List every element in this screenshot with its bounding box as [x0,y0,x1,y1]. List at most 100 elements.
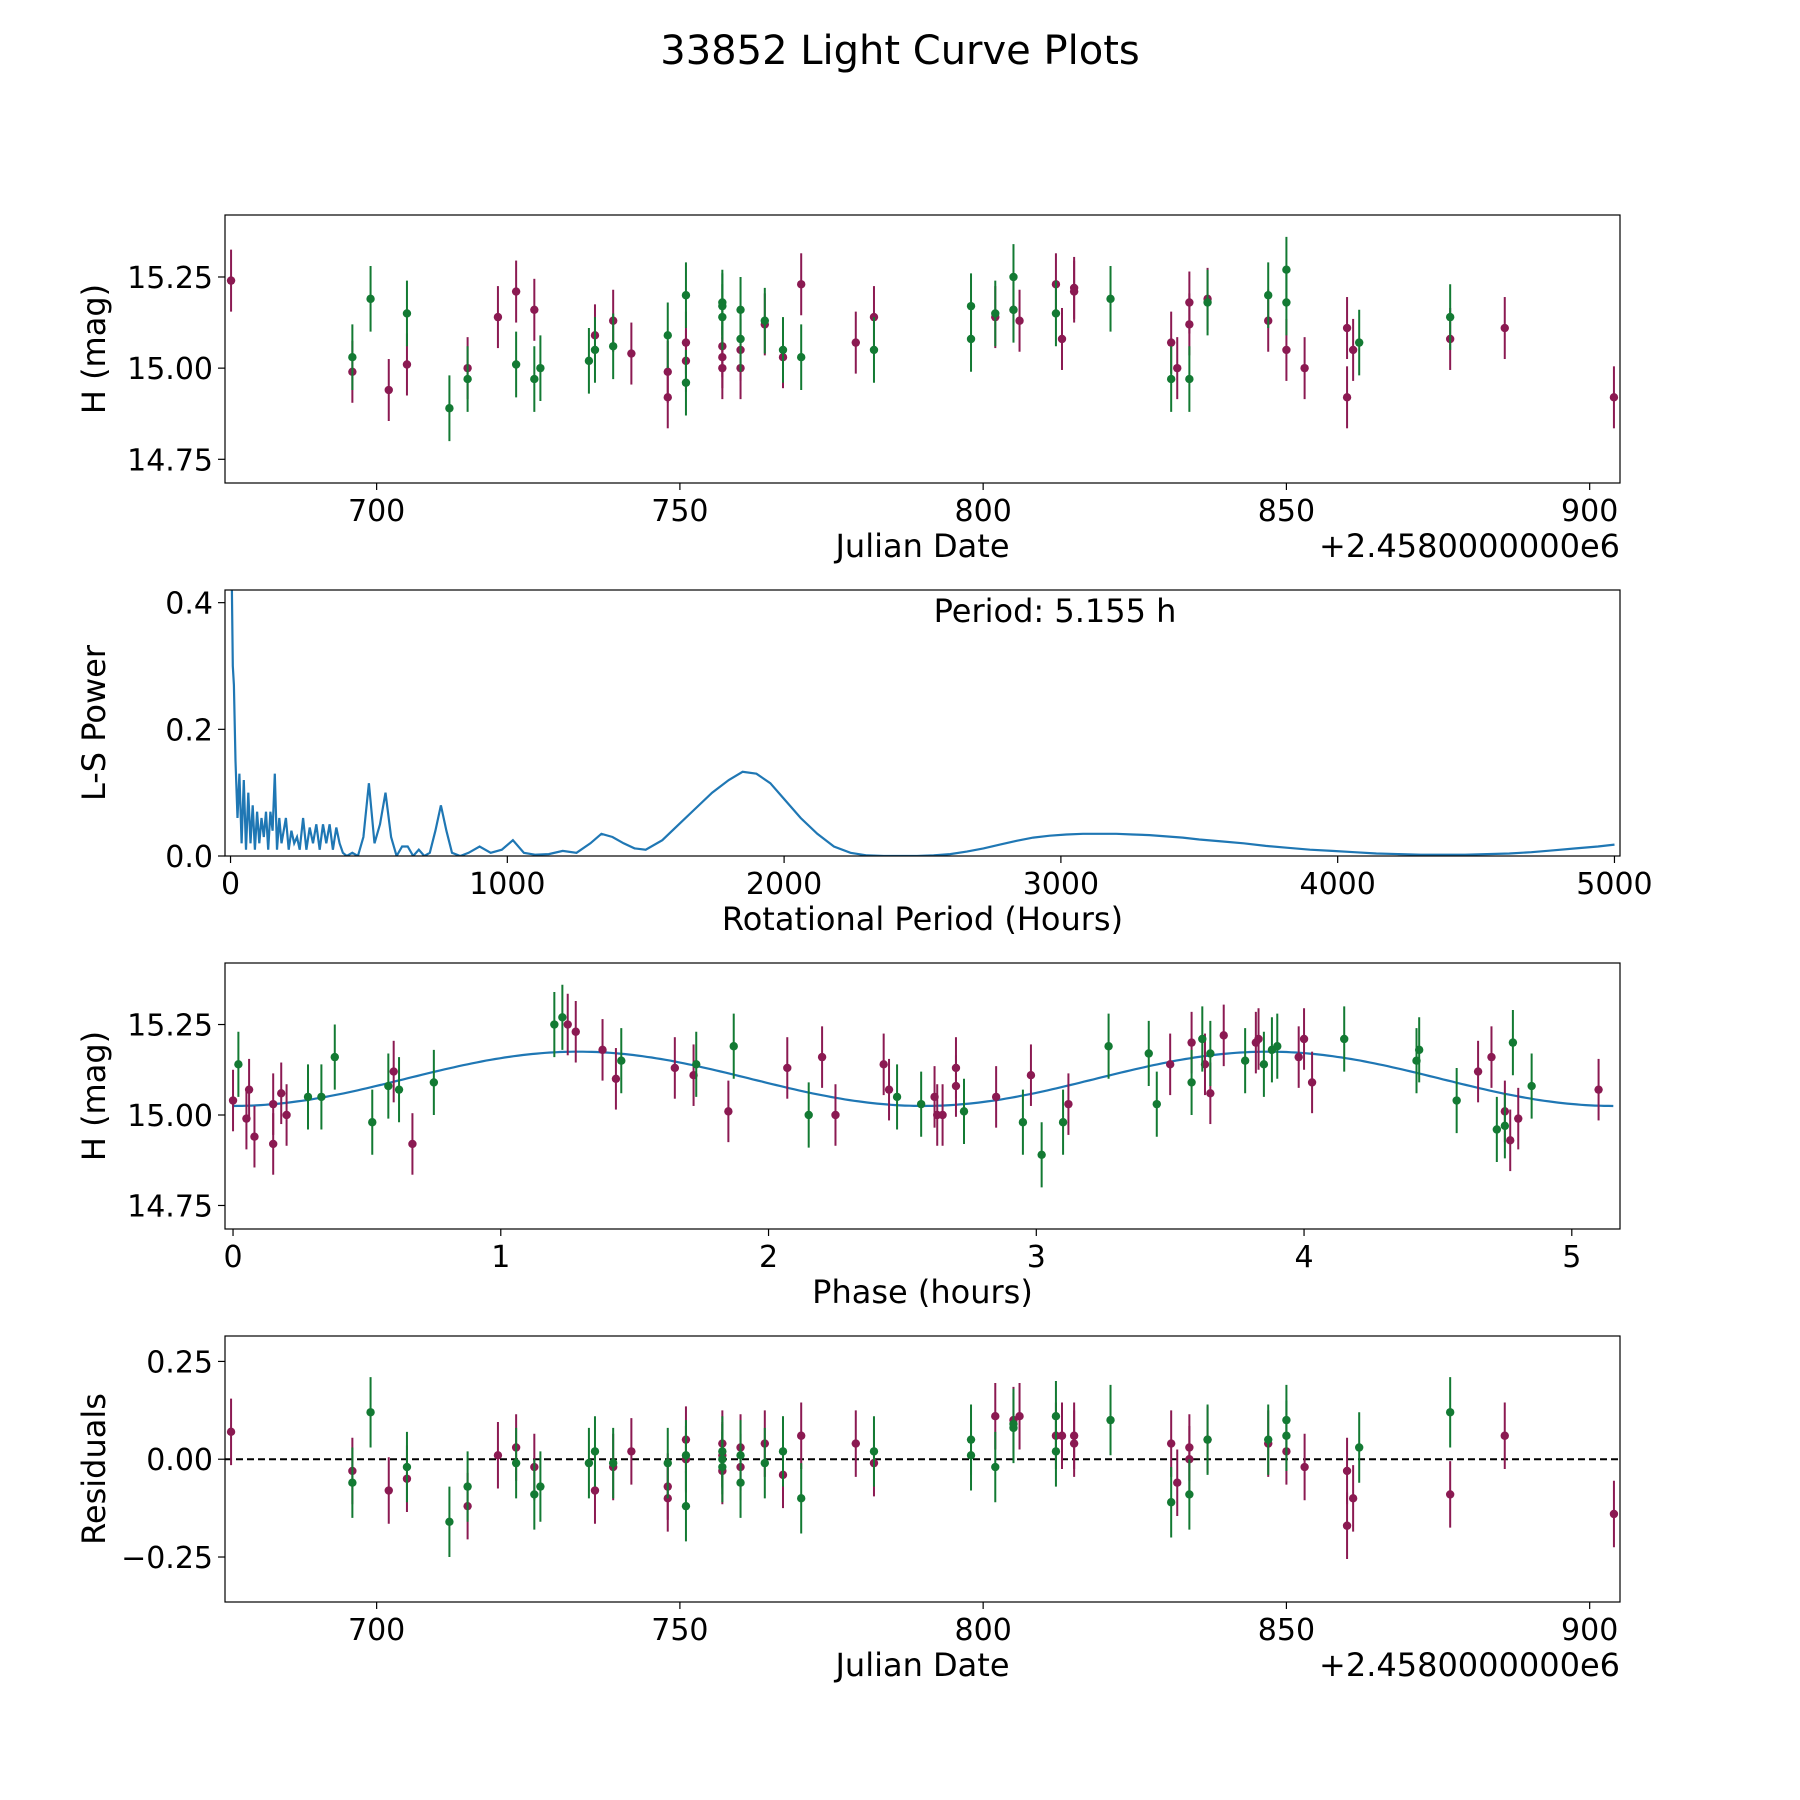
data-point [681,291,691,300]
data-point [991,309,1000,318]
data-point [1487,1052,1496,1062]
y-tick-label: 15.25 [127,261,213,296]
data-point [1166,1439,1176,1448]
y-axis-label: Residuals [75,1393,113,1545]
panels: 700 750 800 850 900 14.75 15.00 15.25 Julian Dat… [75,214,1653,1684]
y-tick-label: 0.4 [165,587,213,622]
data-point [402,1462,412,1472]
data-point [1282,345,1291,355]
data-point [608,342,618,351]
data-point [966,301,976,311]
periodogram-line [230,590,1615,856]
data-point [1187,1078,1196,1087]
data-point [1185,298,1194,307]
data-point [796,1431,806,1440]
y-tick-label: 0.0 [165,840,213,875]
data-point [663,367,672,376]
data-point [959,1107,969,1116]
data-point [536,363,545,373]
y-axis-label: H (mag) [75,284,113,414]
x-tick-label: 800 [955,494,1012,529]
data-point [511,287,521,296]
data-point [366,294,375,304]
data-point [804,1110,813,1120]
data-point [1445,312,1455,322]
panel-1: 700 750 800 850 900 14.75 15.00 15.25 Julian Dat… [75,214,1621,565]
data-point [1348,1494,1358,1503]
data-point [234,1060,243,1069]
data-point [244,1085,254,1094]
data-point [869,345,879,355]
x-tick-label: 3000 [1023,867,1099,902]
data-point [1299,1034,1309,1044]
figure-title: 33852 Light Curve Plots [660,28,1139,74]
data-point [384,1486,393,1495]
x-tick-label: 4000 [1299,867,1375,902]
data-point [778,345,788,355]
x-tick-label: 900 [1561,1613,1618,1648]
data-point [1342,323,1352,333]
data-point [584,1458,594,1468]
data-point [718,1462,727,1472]
data-point [1500,1431,1509,1440]
data-point [663,1458,672,1468]
y-axis-label: H (mag) [75,1031,113,1161]
panel-4: 700 750 800 850 900 −0.25 0.00 0.25 Julian Date R… [75,1335,1621,1684]
data-point [384,1081,393,1091]
data-point [550,1020,559,1029]
y-tick-label: 0.00 [146,1443,213,1478]
data-point [1264,1435,1273,1444]
data-point [317,1092,326,1102]
data-point [250,1132,259,1141]
data-point [663,331,672,340]
x-tick-label: 5000 [1576,867,1652,902]
data-point [536,1482,545,1491]
data-point [617,1056,626,1065]
data-point [1069,1439,1079,1448]
data-point [1342,393,1352,402]
data-point [1037,1150,1046,1160]
data-point [608,1458,618,1468]
y-tick-label: 14.75 [127,1189,213,1224]
data-point [611,1074,621,1084]
panel-data [225,1377,1620,1559]
data-point [571,1027,580,1036]
y-tick-label: 15.25 [127,1009,213,1044]
data-point [627,349,636,358]
data-point [511,360,521,369]
data-point [1015,1411,1024,1421]
data-point [268,1139,278,1149]
x-tick-label: 750 [651,1613,708,1648]
data-point [1185,1443,1194,1452]
data-point [1294,1052,1303,1062]
data-point [938,1110,947,1120]
data-point [558,1013,567,1022]
data-point [282,1110,291,1120]
data-point [1051,1447,1061,1456]
data-point [1273,1042,1282,1051]
data-point [1018,1118,1028,1127]
data-point [429,1078,439,1087]
data-point [1015,316,1024,325]
data-point [445,404,454,413]
x-tick-label: 0 [221,867,240,902]
axes-frame [224,214,1621,484]
data-point [627,1447,636,1456]
data-point [796,1494,806,1503]
data-point [530,374,539,384]
x-tick-label: 850 [1258,1613,1315,1648]
x-tick-label: 700 [348,494,405,529]
data-point [681,378,691,387]
data-point [1506,1136,1515,1145]
data-point [1185,1490,1194,1499]
data-point [851,1439,860,1448]
data-point [1206,1089,1215,1098]
y-tick-label: 0.25 [146,1345,213,1380]
data-point [1300,363,1309,373]
data-point [1452,1096,1461,1105]
x-tick-label: 3 [1027,1240,1046,1275]
data-point [1282,265,1291,274]
x-tick-label: 5 [1562,1240,1581,1275]
data-point [463,1482,472,1491]
